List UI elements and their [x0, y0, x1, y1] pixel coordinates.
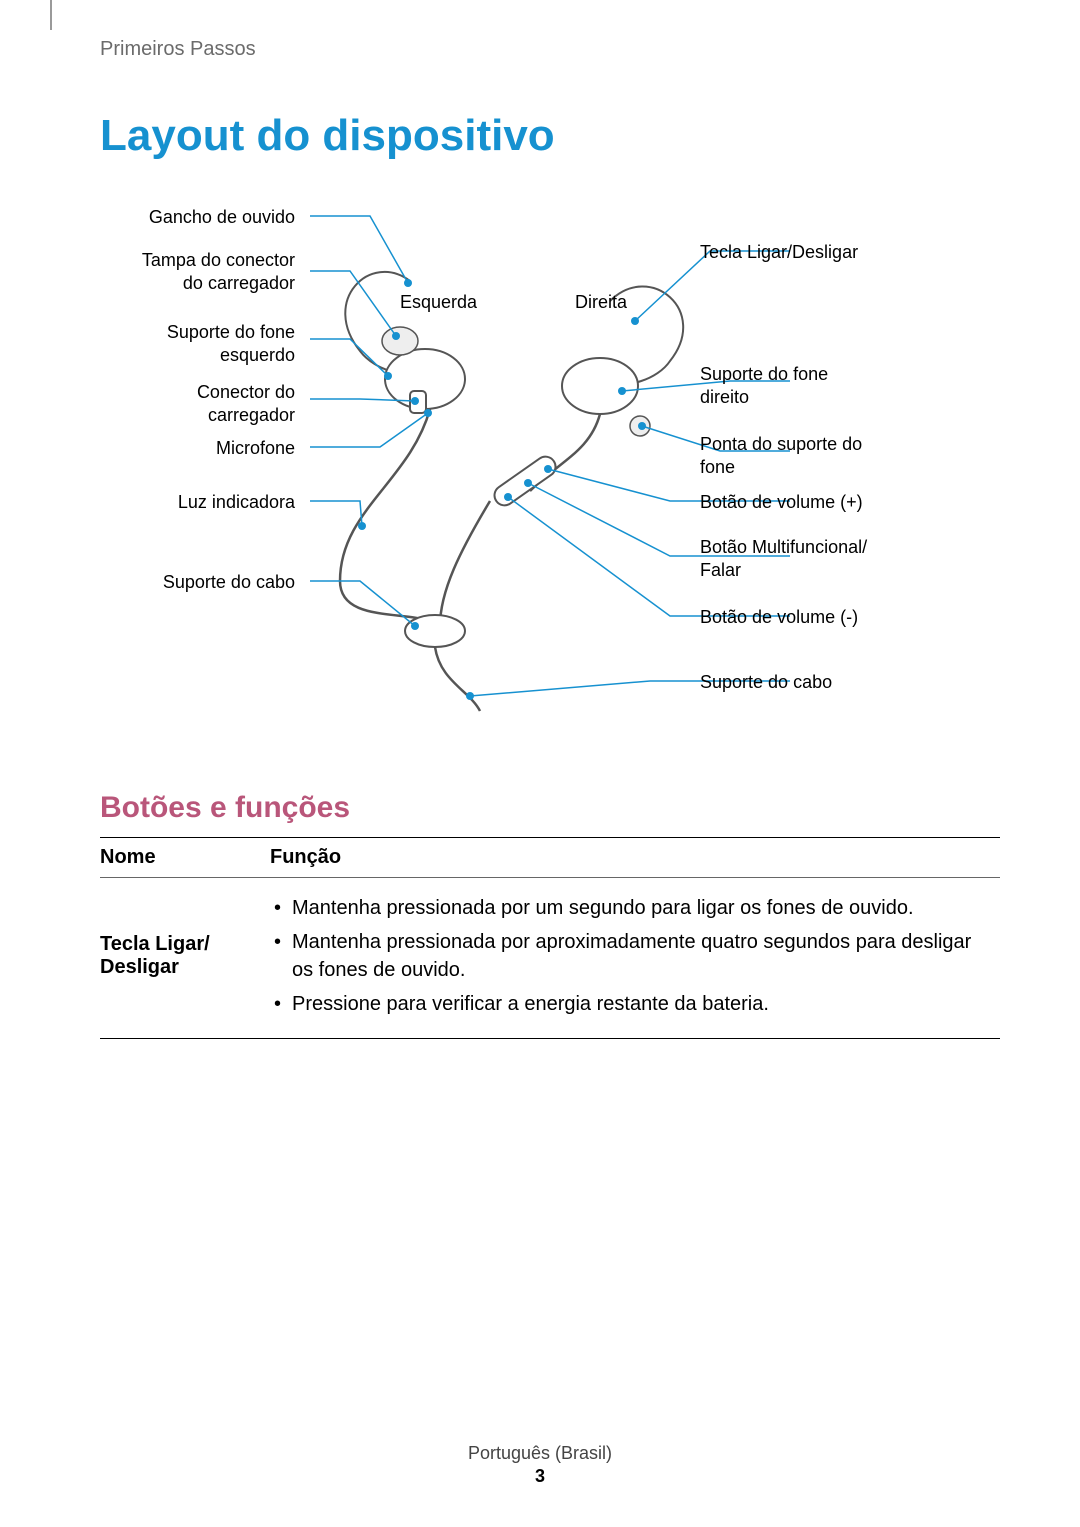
label-right-4: Botão Multifuncional/Falar [700, 536, 867, 581]
label-left-6: Suporte do cabo [163, 571, 295, 594]
device-diagram: Esquerda Direita Gancho de ouvido Tampa … [110, 191, 990, 751]
label-right-3: Botão de volume (+) [700, 491, 863, 514]
label-right-0: Tecla Ligar/Desligar [700, 241, 858, 264]
func-item: Mantenha pressionada por aproximadamente… [270, 928, 994, 984]
th-name: Nome [100, 838, 270, 878]
label-esquerda: Esquerda [400, 291, 477, 314]
row-name: Tecla Ligar/Desligar [100, 878, 270, 1039]
func-item: Mantenha pressionada por um segundo para… [270, 894, 994, 922]
table-row: Tecla Ligar/Desligar Mantenha pressionad… [100, 878, 1000, 1039]
label-right-2: Ponta do suporte dofone [700, 433, 862, 478]
label-left-4: Microfone [216, 437, 295, 460]
footer-lang: Português (Brasil) [468, 1443, 612, 1463]
breadcrumb: Primeiros Passos [100, 38, 1000, 61]
label-left-1: Tampa do conectordo carregador [142, 249, 295, 294]
label-right-5: Botão de volume (-) [700, 606, 858, 629]
label-left-2: Suporte do foneesquerdo [167, 321, 295, 366]
label-left-5: Luz indicadora [178, 491, 295, 514]
page: Primeiros Passos Layout do dispositivo [0, 0, 1080, 1527]
th-func: Função [270, 838, 1000, 878]
label-direita: Direita [575, 291, 627, 314]
label-left-0: Gancho de ouvido [149, 206, 295, 229]
label-left-3: Conector docarregador [197, 381, 295, 426]
table-body: Tecla Ligar/Desligar Mantenha pressionad… [100, 878, 1000, 1039]
page-title: Layout do dispositivo [100, 111, 1000, 161]
footer-page-number: 3 [0, 1466, 1080, 1487]
page-footer: Português (Brasil) 3 [0, 1443, 1080, 1487]
functions-table: Nome Função Tecla Ligar/Desligar Mantenh… [100, 837, 1000, 1039]
row-func: Mantenha pressionada por um segundo para… [270, 878, 1000, 1039]
func-item: Pressione para verificar a energia resta… [270, 990, 994, 1018]
label-right-6: Suporte do cabo [700, 671, 832, 694]
section-subtitle: Botões e funções [100, 791, 1000, 825]
label-right-1: Suporte do fonedireito [700, 363, 828, 408]
